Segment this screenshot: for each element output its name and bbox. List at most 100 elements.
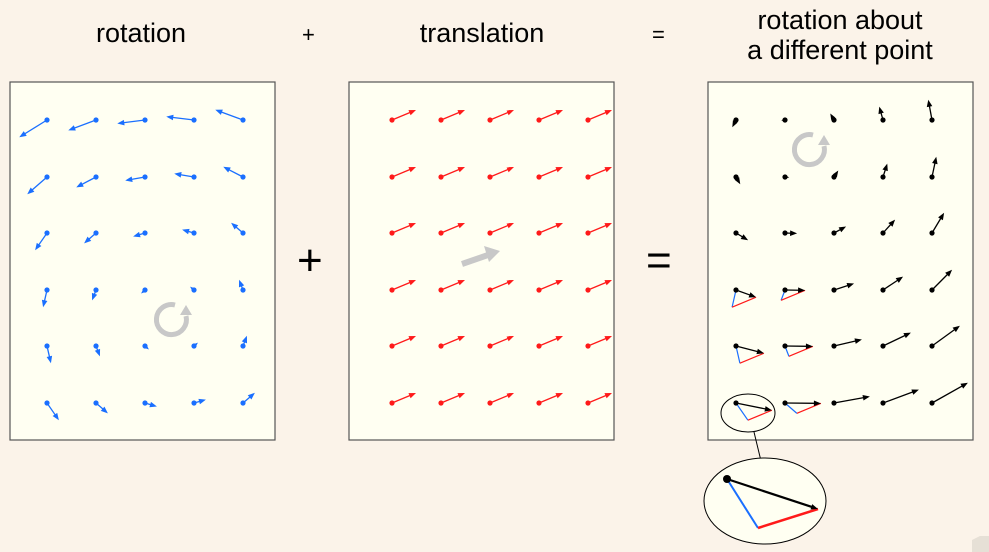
translation-vector — [438, 167, 465, 180]
rotation-vector — [215, 109, 246, 123]
result-vector — [929, 269, 953, 293]
result-vector — [781, 117, 788, 123]
translation-label: translation — [419, 18, 545, 48]
translation-vector — [438, 110, 465, 123]
translation-vector — [438, 393, 465, 406]
magnified-translation-component — [757, 507, 819, 530]
magnify-connector — [753, 431, 762, 462]
translation-vector — [438, 336, 465, 349]
result-vector — [929, 212, 945, 236]
translation-vector — [389, 336, 416, 349]
translation-vector — [536, 167, 563, 180]
rotation-vector — [84, 230, 99, 244]
rotation-panel — [9, 81, 276, 441]
translation-component — [780, 289, 806, 301]
result-vector — [831, 338, 862, 349]
translation-vector — [536, 223, 563, 236]
result-panel — [707, 81, 974, 441]
translation-vector — [536, 336, 563, 349]
translation-vector — [487, 167, 514, 180]
rotation-vector — [240, 335, 248, 349]
translation-vector — [536, 110, 563, 123]
circular-arrow-icon — [153, 302, 192, 338]
rotation-vector — [125, 174, 148, 183]
translation-component — [731, 296, 757, 308]
result-vector — [880, 332, 911, 349]
result-vector — [733, 287, 757, 298]
result-vector — [929, 382, 968, 406]
magnified-rotation-component — [726, 478, 759, 529]
translation-vector — [585, 393, 612, 406]
result-vector — [880, 389, 919, 406]
translation-vector — [487, 110, 514, 123]
rotation-vector — [191, 342, 198, 349]
corner-decoration — [972, 536, 989, 552]
result-vector — [880, 219, 896, 236]
result-vector — [782, 287, 806, 294]
rotation-vector — [141, 287, 148, 294]
rotation-vector — [19, 117, 50, 138]
translation-vector — [389, 393, 416, 406]
translation-component — [739, 352, 765, 364]
result-vector — [732, 117, 739, 128]
rotation-vector — [191, 398, 206, 406]
result-label: rotation about a different point — [720, 5, 960, 65]
result-vector — [831, 226, 847, 236]
rotation-vector — [231, 222, 246, 236]
translation-vector — [585, 110, 612, 123]
rotation-vector — [41, 287, 50, 308]
plus-label: + — [302, 22, 315, 47]
rotation-vector — [174, 172, 197, 180]
circular-arrow-icon — [791, 132, 830, 168]
translation-component — [747, 409, 773, 421]
result-vector — [880, 276, 904, 293]
translation-vector — [585, 223, 612, 236]
magnify-ellipse — [703, 457, 827, 545]
rotation-component — [731, 289, 737, 308]
straight-arrow-head-icon — [484, 246, 500, 262]
result-vector — [880, 163, 888, 180]
result-vector — [782, 174, 790, 180]
result-vector — [831, 170, 839, 180]
rotation-vector — [93, 400, 108, 414]
translation-vector — [438, 280, 465, 293]
rotation-vector — [117, 117, 148, 126]
translation-vector — [487, 280, 514, 293]
result-vector — [782, 230, 798, 236]
rotation-vector — [76, 174, 99, 188]
rotation-vector — [182, 228, 197, 236]
translation-vector — [389, 110, 416, 123]
rotation-vector — [68, 117, 99, 131]
rotation-vector — [27, 174, 50, 195]
translation-vector — [585, 336, 612, 349]
translation-vector — [585, 280, 612, 293]
translation-vector — [487, 336, 514, 349]
translation-vector — [438, 223, 465, 236]
rotation-vector — [91, 287, 99, 301]
straight-arrow-icon — [461, 252, 489, 267]
equals-operator: = — [646, 236, 672, 285]
result-vector — [830, 113, 837, 123]
result-vector — [831, 394, 870, 406]
rotation-vector — [166, 114, 197, 123]
rotation-label: rotation — [95, 18, 187, 48]
rotation-vector — [238, 279, 246, 293]
rotation-vector — [240, 392, 255, 406]
rotation-vector — [223, 166, 246, 180]
rotation-vector — [142, 343, 149, 350]
translation-component — [788, 345, 814, 357]
translation-vector — [585, 167, 612, 180]
result-label-line1: rotation about — [757, 5, 923, 35]
rotation-vector — [190, 286, 197, 293]
result-vector — [733, 400, 772, 412]
translation-vector — [487, 223, 514, 236]
rotation-component — [735, 402, 749, 421]
equals-label: = — [652, 22, 665, 47]
translation-panel — [348, 81, 615, 441]
rotation-vector — [44, 400, 59, 421]
result-vector — [926, 99, 935, 123]
result-label-line2: a different point — [747, 35, 933, 65]
result-vector — [782, 400, 821, 407]
rotation-component — [735, 345, 741, 364]
